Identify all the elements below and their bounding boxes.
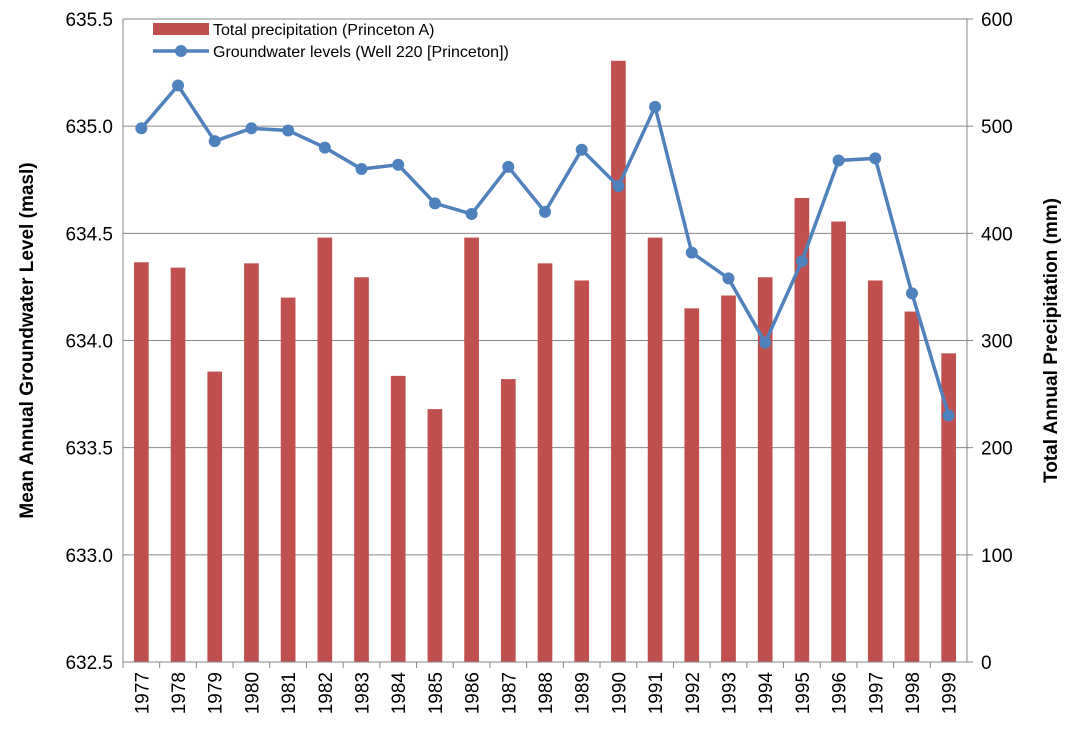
x-tick-label: 1979 [206, 672, 227, 714]
marker [612, 180, 625, 193]
bar [280, 297, 296, 662]
y-tick-label: 634.5 [65, 224, 113, 245]
marker [172, 79, 185, 92]
marker [318, 141, 331, 154]
marker [905, 287, 918, 300]
x-tick-label: 1990 [609, 672, 630, 714]
bar [390, 375, 406, 662]
y-tick-label: 633.0 [65, 546, 113, 567]
y-tick-label: 634.0 [65, 332, 113, 353]
bar [537, 263, 553, 662]
bar [721, 295, 736, 662]
y-tick-label: 635.5 [65, 10, 113, 31]
y2-tick-label: 400 [981, 224, 1013, 245]
x-tick-label: 1998 [903, 672, 924, 714]
marker [575, 143, 588, 156]
bar [647, 237, 663, 662]
x-tick-label: 1992 [683, 672, 704, 714]
y2-axis-title: Total Annual Precipitation (mm) [1041, 198, 1062, 483]
x-tick-label: 1995 [793, 672, 814, 714]
marker [428, 197, 441, 210]
marker [392, 158, 405, 171]
x-tick-label: 1986 [463, 672, 484, 714]
y2-tick-label: 500 [981, 117, 1013, 138]
legend-label: Total precipitation (Princeton A) [213, 22, 434, 39]
bar [354, 277, 369, 662]
x-tick-label: 1999 [940, 672, 961, 714]
bar [904, 311, 920, 662]
x-tick-label: 1993 [719, 672, 740, 714]
marker [208, 135, 221, 148]
x-tick-label: 1985 [426, 672, 447, 714]
x-tick-label: 1984 [389, 672, 410, 715]
bar [867, 280, 883, 662]
x-tick-label: 1983 [353, 672, 374, 714]
bar [500, 379, 516, 662]
legend-swatch [153, 23, 209, 35]
x-tick-label: 1978 [169, 672, 190, 714]
x-tick-label: 1981 [279, 672, 300, 714]
y2-tick-label: 300 [981, 332, 1013, 353]
marker [282, 124, 295, 137]
x-tick-label: 1987 [499, 672, 520, 714]
marker [942, 409, 955, 422]
bar [831, 221, 846, 663]
x-tick-label: 1982 [316, 672, 337, 714]
bar [427, 409, 443, 662]
x-tick-label: 1996 [830, 672, 851, 714]
marker [869, 152, 882, 165]
marker [795, 255, 808, 268]
legend-label: Groundwater levels (Well 220 [Princeton]… [213, 44, 509, 61]
bar [684, 308, 700, 662]
y-tick-label: 633.5 [65, 439, 113, 460]
y-tick-label: 635.0 [65, 117, 113, 138]
bar [244, 263, 259, 662]
bar [207, 371, 223, 662]
y2-tick-label: 100 [981, 546, 1013, 567]
marker [135, 122, 148, 135]
y2-tick-label: 0 [981, 653, 992, 674]
bar [941, 353, 956, 662]
bar [794, 197, 810, 663]
bar [170, 267, 186, 662]
marker [465, 208, 478, 221]
marker [245, 122, 258, 135]
bar [611, 60, 626, 663]
x-tick-label: 1980 [242, 672, 263, 714]
y2-tick-label: 200 [981, 439, 1013, 460]
bar [574, 280, 590, 662]
x-tick-label: 1991 [646, 672, 667, 714]
bar [317, 237, 333, 662]
marker [722, 272, 735, 285]
y-tick-label: 632.5 [65, 653, 113, 674]
x-tick-label: 1977 [132, 672, 153, 714]
x-tick-label: 1994 [756, 672, 777, 715]
x-tick-label: 1988 [536, 672, 557, 714]
legend-swatch [175, 45, 187, 57]
bar [134, 262, 149, 662]
marker [649, 100, 662, 113]
y-axis-title: Mean Annual Groundwater Level (masl) [17, 162, 38, 518]
y2-tick-label: 600 [981, 10, 1013, 31]
marker [539, 205, 551, 218]
marker [759, 336, 772, 349]
x-tick-label: 1989 [573, 672, 594, 714]
marker [832, 154, 845, 167]
x-tick-label: 1997 [866, 672, 887, 714]
bar [464, 237, 479, 662]
bar [757, 277, 773, 662]
marker [355, 163, 368, 176]
marker [685, 246, 698, 259]
marker [502, 160, 515, 173]
